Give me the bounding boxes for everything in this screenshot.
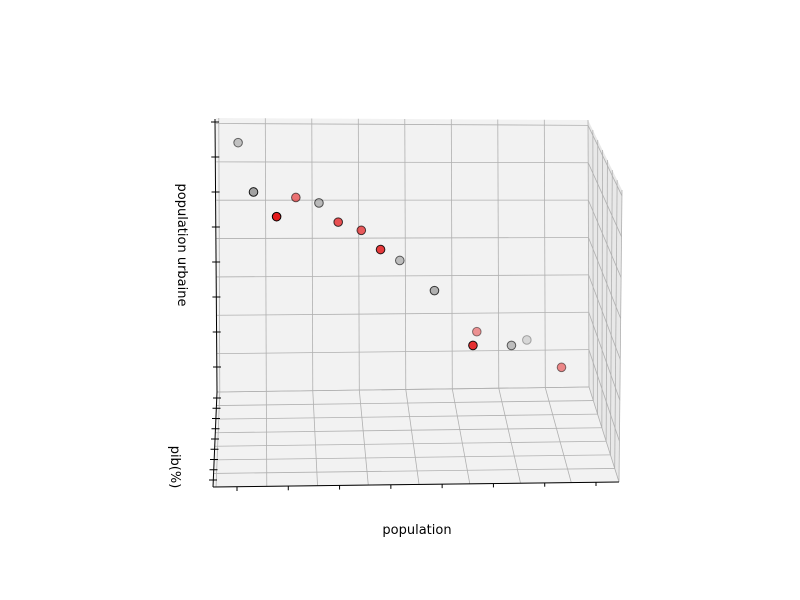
data-point-gray (248, 187, 259, 197)
axis-panes (213, 118, 622, 487)
grid-line-y-floor (215, 427, 602, 434)
data-point-red (556, 362, 567, 373)
x-axis-label: population (382, 523, 451, 538)
grid-line-z-side (587, 162, 622, 237)
grid-line-z-back (216, 274, 589, 278)
grid-line-z-side (587, 125, 623, 197)
back-pane (216, 118, 589, 392)
grid-line-y-side (614, 179, 618, 469)
data-point-red (333, 217, 344, 227)
z-axis-line (214, 118, 218, 393)
data-point-red (468, 340, 478, 351)
side-pane (588, 120, 622, 482)
grid-line-x-back (497, 119, 500, 389)
grid-line-x-floor (405, 389, 420, 485)
data-point-red (271, 211, 282, 222)
grid-line-x-floor (544, 387, 572, 483)
data-point-gray (506, 340, 517, 351)
grid-line-z-back (216, 237, 589, 239)
grid-line-x-back (543, 119, 546, 388)
data-points (233, 137, 567, 373)
grid-line-y-floor (216, 386, 590, 393)
grid-line-x-back (404, 119, 407, 390)
data-point-gray (314, 198, 324, 208)
grid-line-y-floor (214, 440, 607, 447)
grid-line-y-floor (215, 413, 598, 420)
grid-line-y-floor (214, 454, 611, 461)
grid-line-y-side (618, 189, 623, 483)
grid-line-y-floor (213, 468, 615, 474)
data-point-red (472, 326, 482, 337)
grid-line-z-back (216, 311, 589, 316)
grid-line-x-floor (451, 388, 471, 484)
grid-line-x-floor (498, 388, 521, 484)
grid-line-z-back (216, 123, 589, 126)
grid-line-z-side (588, 349, 620, 442)
grid-line-x-back (450, 119, 453, 389)
grid-line-z-side (588, 312, 621, 401)
grid-line-x-floor (312, 390, 318, 486)
grid-line-y-side (601, 149, 603, 428)
data-point-red (356, 225, 367, 236)
floor-pane (213, 387, 619, 487)
grid-line-z-side (588, 386, 620, 483)
z-axis-label: population urbaine (174, 184, 189, 307)
x-axis-line (212, 481, 620, 488)
data-point-gray (522, 335, 532, 345)
grid-line-z-side (587, 199, 622, 278)
grid-line-y-side (587, 119, 590, 388)
grid-line-x-back (357, 118, 360, 391)
grid-line-y-side (610, 169, 613, 455)
grid-line-y-side (605, 159, 608, 442)
grid-line-x-back (218, 118, 221, 392)
grid-line-x-floor (358, 390, 369, 486)
grid-line-x-back (311, 118, 314, 391)
axis-ticks (209, 121, 597, 491)
data-point-red (291, 192, 301, 203)
grid-line-x-floor (265, 391, 268, 487)
grid-lines (212, 118, 623, 488)
grid-line-z-side (588, 274, 621, 360)
y-axis-label: pib(%) (167, 446, 182, 489)
grid-line-z-back (216, 349, 589, 355)
data-point-red (375, 244, 386, 255)
grid-line-z-back (216, 161, 589, 164)
data-point-gray (233, 137, 243, 148)
data-point-gray (429, 285, 440, 296)
data-point-gray (395, 255, 405, 266)
grid-line-y-floor (216, 400, 594, 406)
grid-line-z-side (588, 237, 622, 319)
grid-line-x-back (264, 118, 267, 392)
